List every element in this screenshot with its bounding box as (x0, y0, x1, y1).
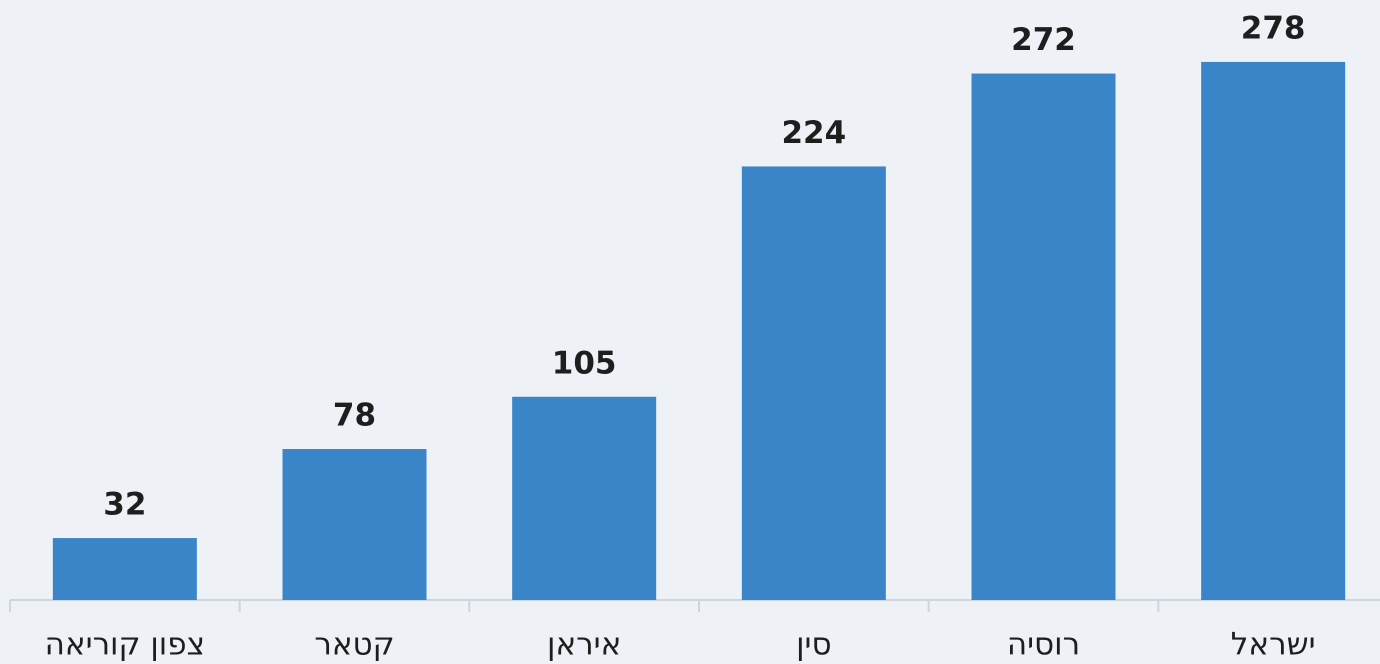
bar (282, 449, 427, 600)
x-tick-label: סין (796, 627, 832, 663)
x-tick-label: רוסיה (1007, 627, 1080, 663)
bar (512, 396, 657, 600)
x-tick-label: ישראל (1231, 627, 1316, 663)
x-tick-label: איראן (547, 627, 621, 663)
x-tick-label: קטאר (314, 627, 394, 663)
bar (741, 166, 886, 601)
data-label: 32 (103, 487, 146, 523)
data-label: 78 (333, 398, 376, 434)
data-label: 272 (1011, 22, 1076, 58)
bar (1201, 61, 1346, 600)
x-tick-label: צפון קוריאה (45, 627, 205, 663)
bar (971, 73, 1116, 600)
data-label: 224 (781, 115, 846, 151)
data-label: 105 (552, 345, 617, 381)
bar (52, 538, 197, 600)
data-label: 278 (1241, 10, 1306, 46)
